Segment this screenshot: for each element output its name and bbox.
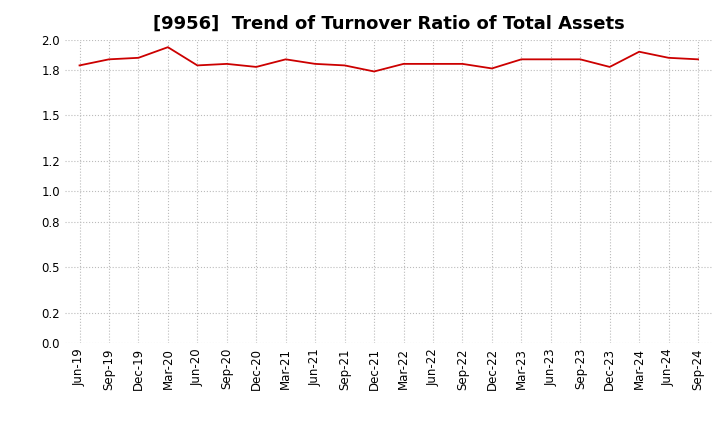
Title: [9956]  Trend of Turnover Ratio of Total Assets: [9956] Trend of Turnover Ratio of Total … <box>153 15 625 33</box>
